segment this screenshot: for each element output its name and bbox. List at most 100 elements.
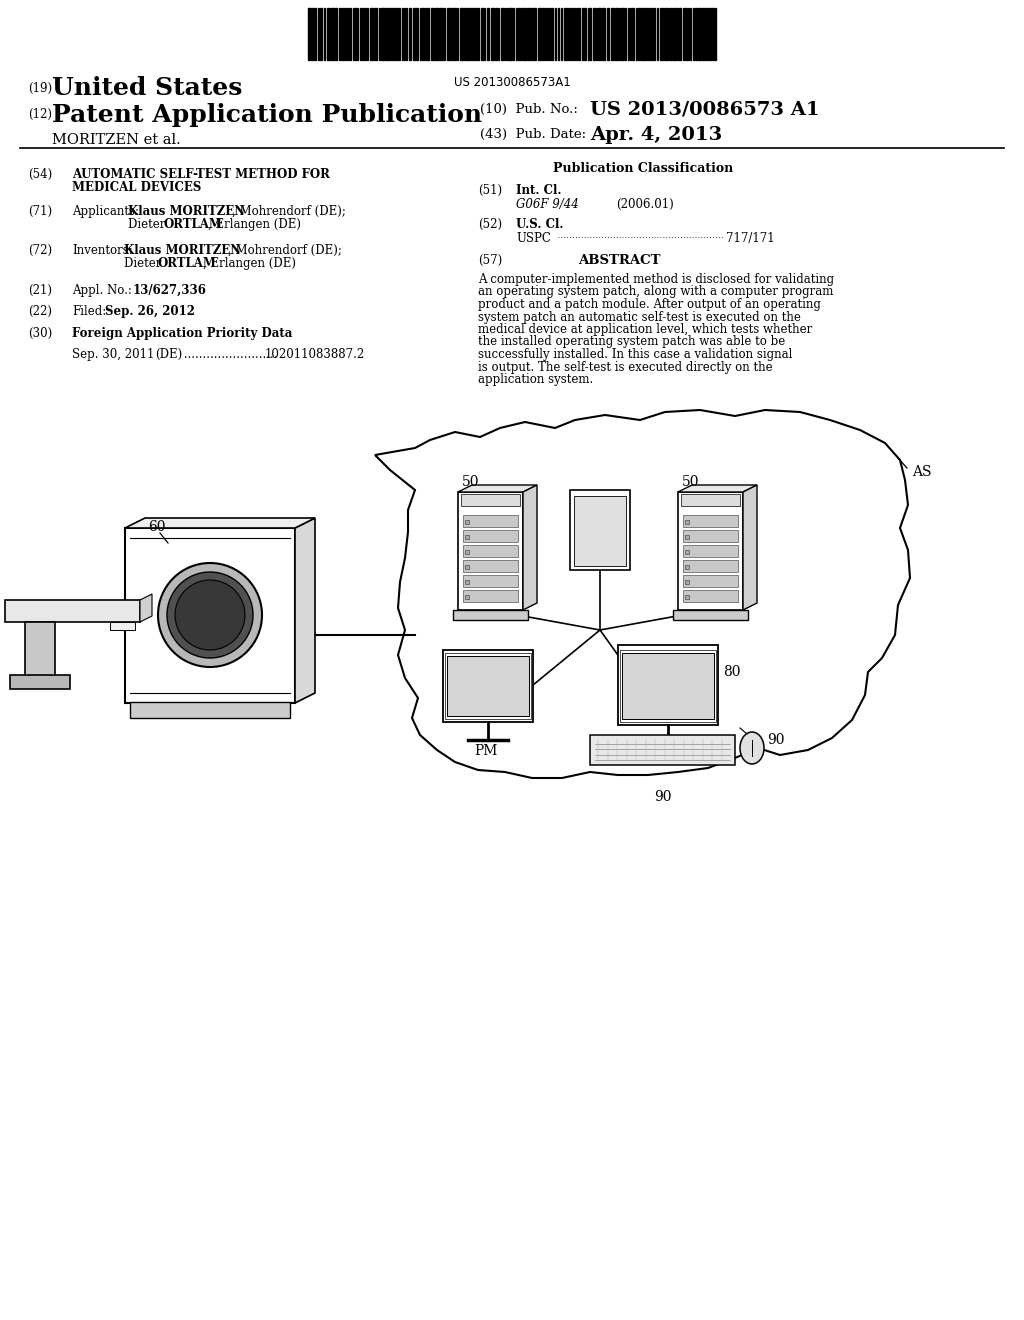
Text: G06F 9/44: G06F 9/44 [516, 198, 579, 211]
Bar [638, 8, 641, 59]
Text: , Mohrendorf (DE);: , Mohrendorf (DE); [232, 205, 346, 218]
Text: Sep. 30, 2011: Sep. 30, 2011 [72, 348, 155, 360]
Bar [523, 8, 526, 59]
Bar [683, 560, 738, 572]
Text: ABSTRACT: ABSTRACT [578, 253, 660, 267]
Bar [588, 8, 591, 59]
Bar [685, 550, 689, 554]
Bar [584, 8, 586, 59]
Text: (21): (21) [28, 284, 52, 297]
Circle shape [175, 579, 245, 649]
Bar [381, 8, 384, 59]
Text: 102011083887.2: 102011083887.2 [265, 348, 366, 360]
Bar [465, 579, 469, 583]
Polygon shape [125, 517, 315, 528]
Bar [685, 595, 689, 599]
Text: (12): (12) [28, 108, 52, 121]
Text: Klaus MORITZEN: Klaus MORITZEN [128, 205, 245, 218]
Bar [465, 535, 469, 539]
Bar [370, 8, 373, 59]
Text: 60: 60 [148, 520, 166, 535]
Bar [445, 653, 531, 719]
Bar [463, 560, 518, 572]
Bar [463, 545, 518, 557]
Bar [335, 8, 337, 59]
Text: , Mohrendorf (DE);: , Mohrendorf (DE); [228, 244, 342, 257]
Bar [473, 8, 475, 59]
Circle shape [158, 564, 262, 667]
Text: Int. Cl.: Int. Cl. [516, 183, 561, 197]
Bar [319, 8, 322, 59]
Polygon shape [743, 484, 757, 610]
Text: USPC: USPC [516, 232, 551, 246]
Bar [465, 550, 469, 554]
Text: Inventors:: Inventors: [72, 244, 133, 257]
Bar [308, 8, 311, 59]
Polygon shape [523, 484, 537, 610]
Text: 50: 50 [682, 475, 699, 488]
Bar [465, 595, 469, 599]
Bar [665, 8, 667, 59]
Bar [331, 8, 334, 59]
Bar [632, 8, 634, 59]
Polygon shape [678, 484, 757, 492]
Bar [110, 622, 135, 630]
Text: (57): (57) [478, 253, 502, 267]
Bar [685, 565, 689, 569]
Text: (22): (22) [28, 305, 52, 318]
Bar [706, 8, 708, 59]
Text: , Erlangen (DE): , Erlangen (DE) [203, 257, 296, 271]
Bar [660, 8, 662, 59]
Bar [413, 8, 415, 59]
Text: 13/627,336: 13/627,336 [133, 284, 207, 297]
Text: (DE): (DE) [155, 348, 182, 360]
Bar [542, 8, 544, 59]
Text: Appl. No.:: Appl. No.: [72, 284, 132, 297]
Bar [463, 576, 518, 587]
Bar [443, 649, 534, 722]
Circle shape [167, 572, 253, 657]
Text: 90: 90 [767, 733, 784, 747]
Text: system patch an automatic self-test is executed on the: system patch an automatic self-test is e… [478, 310, 801, 323]
Text: MORITZEN et al.: MORITZEN et al. [52, 133, 181, 147]
Text: Dieter: Dieter [124, 257, 165, 271]
Bar [392, 8, 394, 59]
Text: Sep. 26, 2012: Sep. 26, 2012 [105, 305, 195, 318]
Bar [447, 656, 529, 715]
Bar [463, 515, 518, 527]
Text: US 2013/0086573 A1: US 2013/0086573 A1 [590, 100, 819, 117]
Bar [501, 8, 504, 59]
Bar [395, 8, 397, 59]
Text: Filed:: Filed: [72, 305, 106, 318]
Bar [465, 520, 469, 524]
Bar [439, 8, 442, 59]
Text: Dieter: Dieter [128, 218, 169, 231]
Bar [574, 496, 626, 566]
Bar [461, 494, 520, 506]
Bar [698, 8, 701, 59]
Text: product and a patch module. After output of an operating: product and a patch module. After output… [478, 298, 821, 312]
Bar [620, 649, 716, 722]
Text: 717/171: 717/171 [726, 232, 774, 246]
Bar [598, 8, 601, 59]
Text: successfully installed. In this case a validation signal: successfully installed. In this case a v… [478, 348, 793, 360]
Text: is output. The self-test is executed directly on the: is output. The self-test is executed dir… [478, 360, 773, 374]
Bar [673, 8, 676, 59]
Bar [618, 645, 718, 725]
Bar [327, 8, 330, 59]
Bar [25, 622, 55, 677]
Bar [518, 8, 520, 59]
Bar [355, 8, 358, 59]
Bar [578, 8, 580, 59]
Text: (51): (51) [478, 183, 502, 197]
Bar [678, 492, 743, 610]
Bar [431, 8, 434, 59]
Bar [683, 515, 738, 527]
Bar [622, 653, 714, 719]
Bar [602, 8, 605, 59]
Bar [648, 8, 650, 59]
Bar [551, 8, 553, 59]
Bar [564, 8, 566, 59]
Bar [465, 565, 469, 569]
Text: AUTOMATIC SELF-TEST METHOD FOR: AUTOMATIC SELF-TEST METHOD FOR [72, 168, 330, 181]
